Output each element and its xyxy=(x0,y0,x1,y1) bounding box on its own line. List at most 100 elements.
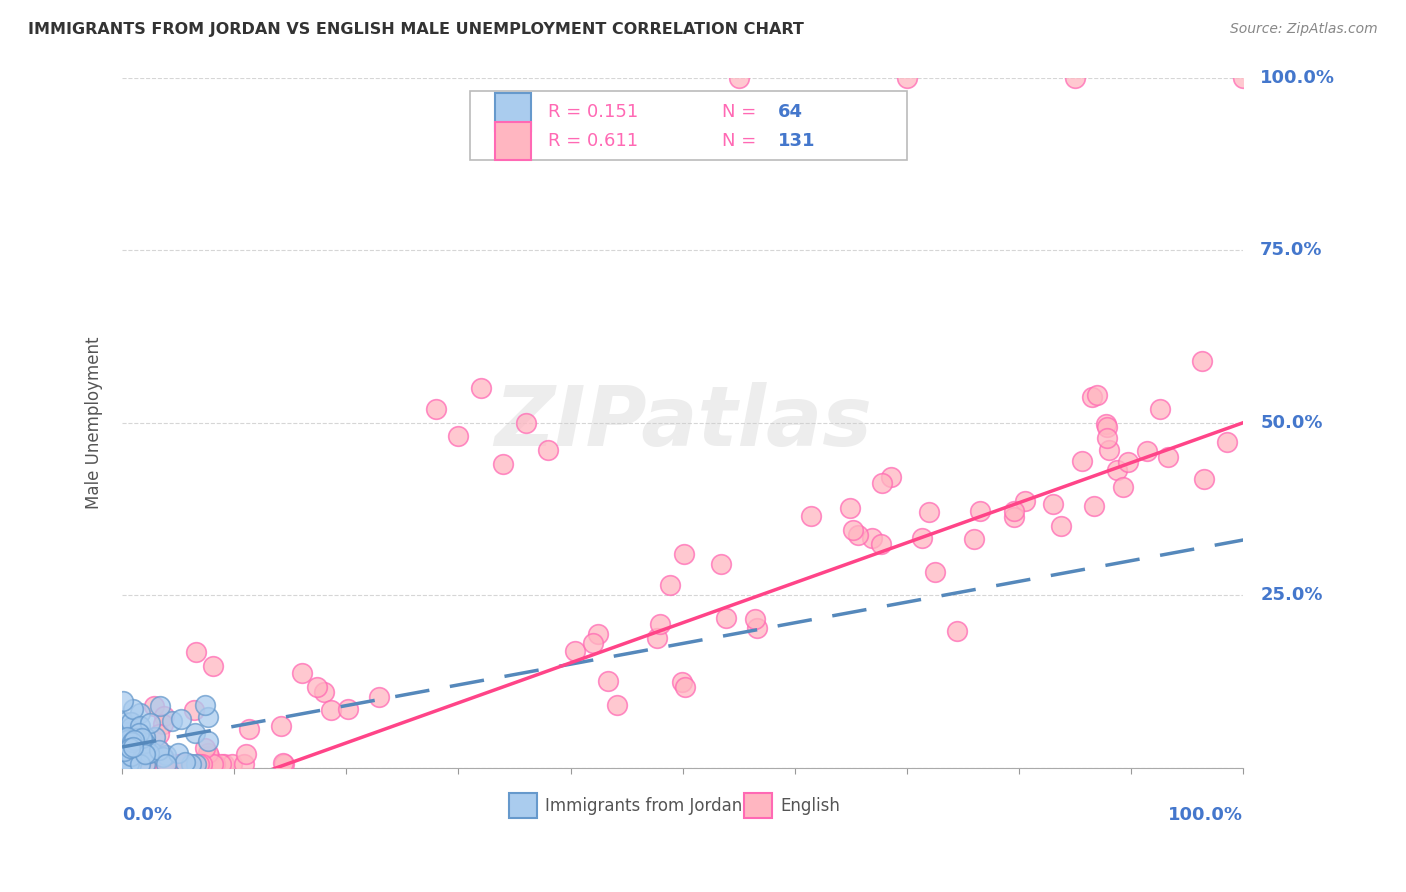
Point xyxy=(128,757,150,772)
Point xyxy=(134,736,156,750)
Point xyxy=(1042,497,1064,511)
Point xyxy=(122,757,145,772)
Point xyxy=(673,547,696,561)
Text: ZIPatlas: ZIPatlas xyxy=(494,382,872,463)
Point xyxy=(117,730,139,744)
Point xyxy=(153,708,176,723)
Point xyxy=(156,757,179,772)
Point xyxy=(115,757,138,772)
Text: 0.0%: 0.0% xyxy=(122,805,172,823)
Point xyxy=(167,757,190,772)
Point xyxy=(1156,450,1178,465)
Point xyxy=(209,757,232,772)
Text: R = 0.611: R = 0.611 xyxy=(548,132,638,151)
Point xyxy=(187,757,209,772)
Point xyxy=(117,757,139,772)
Point xyxy=(586,627,609,641)
FancyBboxPatch shape xyxy=(495,122,531,161)
Point xyxy=(321,703,343,717)
Point xyxy=(135,757,157,772)
Point xyxy=(122,757,145,772)
Point xyxy=(1085,388,1108,402)
Point xyxy=(152,716,174,731)
Point xyxy=(183,702,205,716)
Text: 100.0%: 100.0% xyxy=(1168,805,1243,823)
Point xyxy=(170,712,193,726)
Point xyxy=(134,730,156,744)
Text: 64: 64 xyxy=(778,103,803,121)
Point xyxy=(122,757,145,772)
Point xyxy=(606,698,628,712)
FancyBboxPatch shape xyxy=(495,93,531,131)
Point xyxy=(645,631,668,645)
Point xyxy=(155,757,177,772)
Point xyxy=(155,757,177,772)
Point xyxy=(879,470,901,484)
Point xyxy=(112,745,135,759)
Point xyxy=(122,757,145,772)
Point xyxy=(336,702,359,716)
Point xyxy=(135,757,157,772)
Point xyxy=(120,720,142,734)
Point xyxy=(157,757,180,772)
Point xyxy=(152,757,174,772)
Point xyxy=(1081,390,1104,404)
Point xyxy=(115,757,138,772)
Text: 131: 131 xyxy=(778,132,815,151)
Point xyxy=(129,706,152,720)
Point xyxy=(1191,354,1213,368)
Point xyxy=(160,757,183,772)
Point xyxy=(201,757,224,772)
Point xyxy=(291,666,314,681)
Point xyxy=(197,749,219,764)
Text: 100.0%: 100.0% xyxy=(1260,69,1336,87)
Point xyxy=(860,531,883,545)
Text: 75.0%: 75.0% xyxy=(1260,241,1323,259)
FancyBboxPatch shape xyxy=(470,91,907,161)
Point xyxy=(138,748,160,763)
Point xyxy=(122,736,145,750)
Point xyxy=(160,757,183,772)
Point xyxy=(115,733,138,747)
Point xyxy=(1002,504,1025,518)
Point xyxy=(166,746,188,760)
Point xyxy=(134,747,156,762)
Point xyxy=(191,757,214,772)
Point xyxy=(273,756,295,771)
Point xyxy=(148,743,170,757)
Point xyxy=(1136,444,1159,458)
Point xyxy=(114,756,136,770)
Point xyxy=(120,731,142,745)
Y-axis label: Male Unemployment: Male Unemployment xyxy=(86,336,103,508)
Text: Source: ZipAtlas.com: Source: ZipAtlas.com xyxy=(1230,22,1378,37)
Point xyxy=(800,508,823,523)
Point xyxy=(152,748,174,763)
Point xyxy=(121,735,143,749)
Point xyxy=(122,732,145,747)
Point xyxy=(160,757,183,772)
Point xyxy=(120,748,142,763)
Point xyxy=(112,738,135,752)
Point xyxy=(1064,70,1087,85)
Point xyxy=(122,757,145,772)
Point xyxy=(122,757,145,772)
Point xyxy=(132,757,155,772)
Point xyxy=(1049,519,1071,533)
Point xyxy=(969,504,991,518)
Text: N =: N = xyxy=(721,132,756,151)
Point xyxy=(188,757,211,772)
Point xyxy=(134,747,156,761)
Point xyxy=(235,747,257,761)
Point xyxy=(1098,443,1121,458)
Point xyxy=(270,719,292,733)
Point xyxy=(112,731,135,746)
Point xyxy=(273,756,295,771)
Point xyxy=(1116,454,1139,468)
Point xyxy=(115,757,138,772)
Point xyxy=(112,747,135,761)
Point xyxy=(146,757,169,772)
Point xyxy=(128,719,150,733)
Point xyxy=(238,722,260,736)
Point xyxy=(149,699,172,714)
Point xyxy=(307,680,329,694)
